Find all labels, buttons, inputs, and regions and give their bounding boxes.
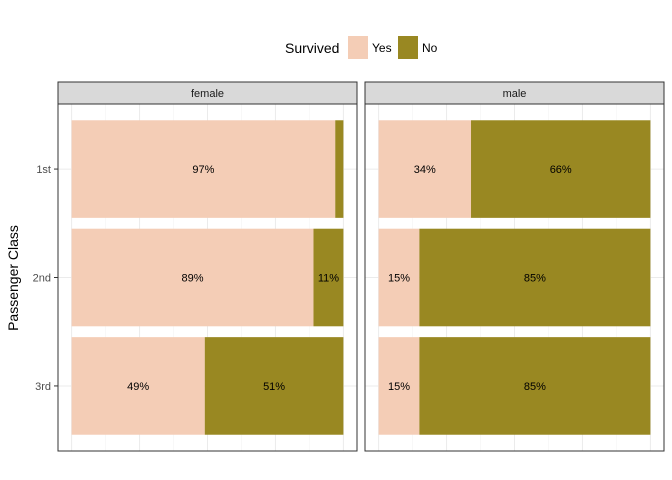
bar-no-3rd [204, 337, 344, 435]
y-axis: 1st 2nd 3rd [33, 164, 58, 393]
y-tick-label: 3rd [35, 381, 51, 393]
legend-label-yes: Yes [372, 41, 392, 55]
data-label: 15% [388, 381, 410, 393]
data-label: 15% [388, 273, 410, 285]
data-label: 89% [182, 273, 204, 285]
facet-strip-label: male [503, 88, 527, 100]
bar-yes-2nd [378, 228, 420, 327]
bar-yes-3rd [71, 337, 205, 435]
data-label: 66% [550, 164, 572, 176]
data-label: 85% [524, 381, 546, 393]
bar-no-2nd [313, 228, 344, 327]
y-axis-title: Passenger Class [5, 225, 21, 331]
panel-male: male 34% 66% 15% 85% 15% 85% [364, 81, 665, 452]
panel-border [364, 103, 665, 452]
panel-female: female 97% 89% 11% 49% 51% [57, 81, 358, 452]
data-label: 49% [127, 381, 149, 393]
data-label: 85% [524, 273, 546, 285]
facet-strip-label: female [191, 88, 224, 100]
data-label: 51% [263, 381, 285, 393]
data-label: 97% [192, 164, 214, 176]
bar-no-2nd [419, 228, 651, 327]
bar-yes-1st [378, 120, 472, 218]
bar-yes-2nd [71, 228, 314, 327]
data-label: 34% [414, 164, 436, 176]
legend-label-no: No [422, 41, 438, 55]
data-label: 11% [318, 273, 339, 285]
y-tick-label: 1st [36, 164, 51, 176]
panels: female 97% 89% 11% 49% 51% male 34% 66% 15% 85% 15%… [57, 81, 665, 452]
bar-no-1st [335, 120, 344, 218]
legend-key-yes [348, 36, 368, 59]
bar-yes-3rd [378, 337, 420, 435]
bar-no-1st [471, 120, 651, 218]
y-tick-label: 2nd [33, 273, 51, 285]
bar-no-3rd [419, 337, 651, 435]
bar-yes-1st [71, 120, 336, 218]
legend: Survived Yes No [285, 36, 438, 59]
legend-title: Survived [285, 40, 339, 56]
legend-key-no [398, 36, 418, 59]
